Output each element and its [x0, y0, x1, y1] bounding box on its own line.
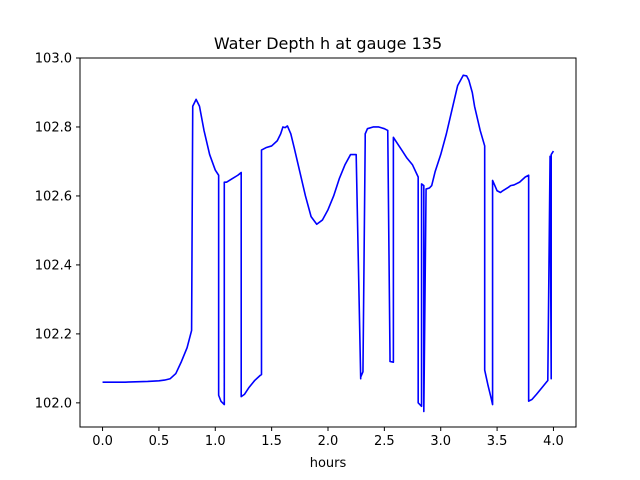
- chart-title: Water Depth h at gauge 135: [214, 34, 442, 53]
- y-tick-label: 102.8: [35, 120, 72, 135]
- series-line-0: [102, 74, 555, 413]
- x-tick-label: 1.0: [205, 434, 226, 449]
- x-tick-label: 4.0: [543, 434, 564, 449]
- y-tick-label: 102.0: [35, 396, 72, 411]
- x-tick-label: 2.5: [374, 434, 395, 449]
- x-tick-label: 2.0: [318, 434, 339, 449]
- x-tick-label: 0.0: [92, 434, 113, 449]
- y-tick-label: 102.4: [35, 258, 72, 273]
- y-tick-label: 103.0: [35, 52, 72, 67]
- y-tick-label: 102.2: [35, 327, 72, 342]
- x-tick-label: 0.5: [149, 434, 170, 449]
- y-tick-label: 102.6: [35, 189, 72, 204]
- x-tick-label: 3.5: [487, 434, 508, 449]
- x-axis-label: hours: [310, 456, 347, 471]
- x-tick-label: 3.0: [430, 434, 451, 449]
- x-tick-label: 1.5: [261, 434, 282, 449]
- plot-area: 0.0 0.5 1.0 1.5 2.0 2.5 3.0 3.5 4.0 102.0 102.2 102…: [35, 52, 577, 449]
